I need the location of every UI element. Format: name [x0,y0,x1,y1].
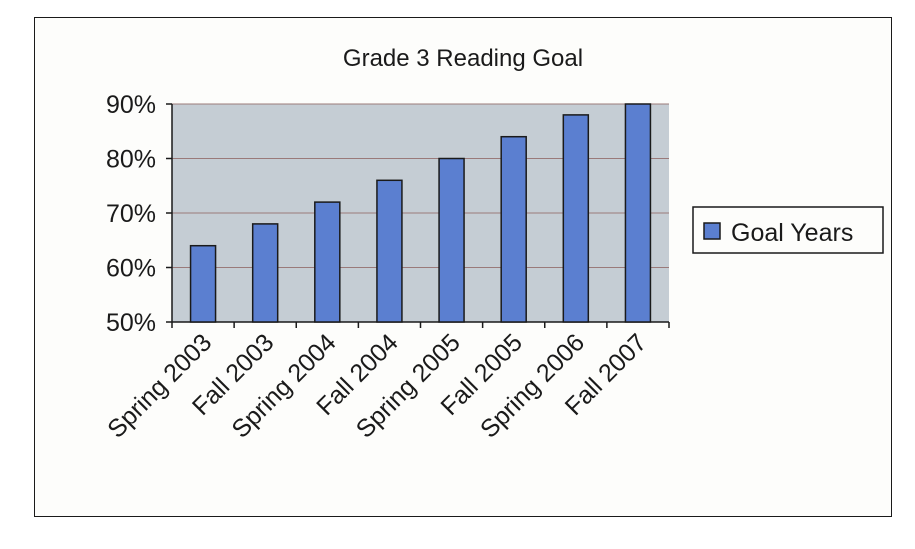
bar-fall-2005 [500,135,527,323]
x-tick-label: Spring 2003 [102,328,217,443]
bar-spring-2005 [438,157,465,323]
y-tick-label: 70% [106,200,156,228]
y-tick-label: 80% [106,146,156,174]
bar-spring-2003 [189,244,217,323]
bar-fall-2003 [251,223,279,323]
bar-spring-2006 [562,114,590,323]
legend: Goal Years [692,206,884,254]
y-tick-label: 60% [106,255,156,283]
legend-box [692,206,884,254]
y-tick-label: 90% [106,91,156,119]
bar-fall-2007 [624,103,652,323]
bar-spring-2004 [314,201,341,323]
chart-title: Grade 3 Reading Goal [343,45,583,72]
legend-swatch [703,222,721,240]
y-tick-label: 50% [106,309,156,337]
legend-label-goal-years: Goal Years [731,219,853,247]
bar-fall-2004 [376,179,403,323]
